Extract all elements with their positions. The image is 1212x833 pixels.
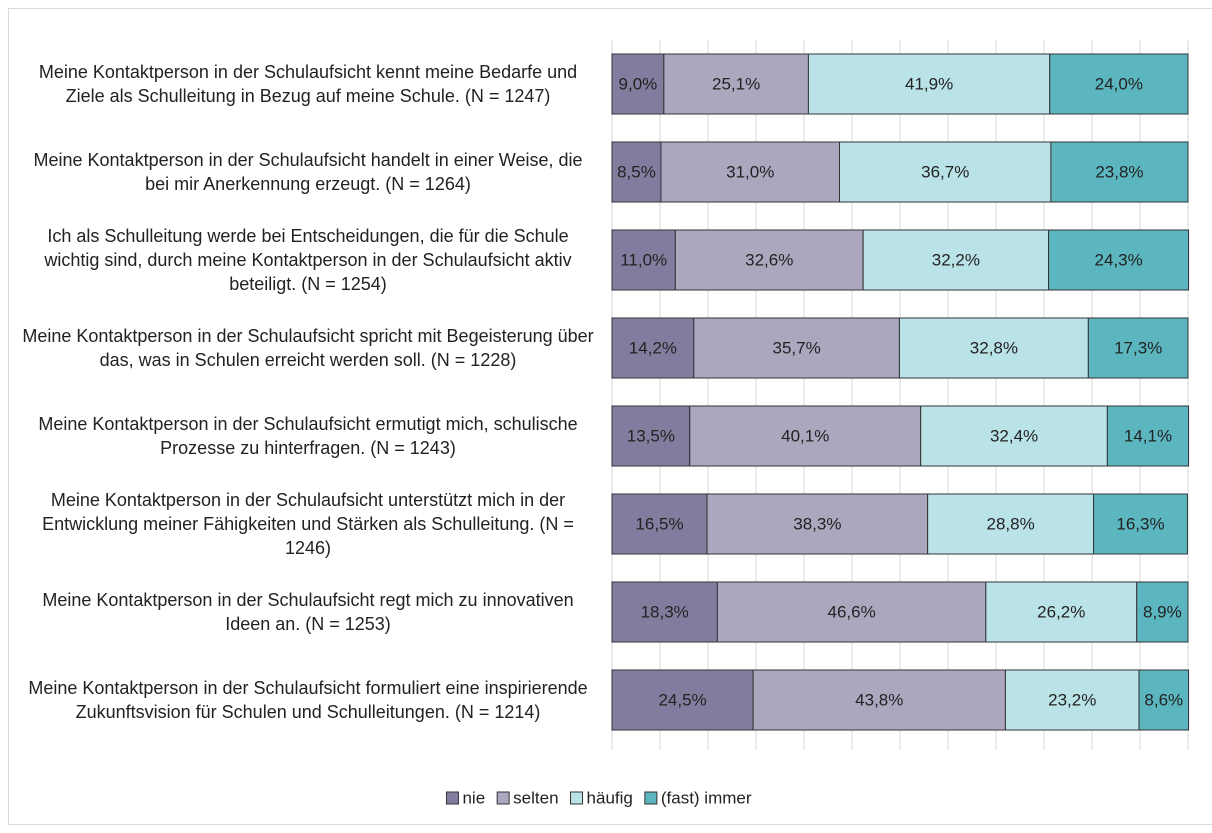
legend-label: selten (513, 788, 558, 807)
data-label: 25,1% (712, 74, 760, 93)
data-label: 23,8% (1095, 162, 1143, 181)
data-label: 32,8% (970, 338, 1018, 357)
legend-swatch (496, 791, 510, 805)
bar-segment (1004, 669, 1140, 731)
bar-segment (839, 141, 1052, 203)
data-label: 43,8% (855, 690, 903, 709)
bar-segment (716, 581, 987, 643)
bar-segment (752, 669, 1006, 731)
bar-segment (611, 53, 665, 115)
bar-segment (611, 229, 676, 291)
y-tick-label: Meine Kontaktperson in der Schulaufsicht… (42, 590, 574, 634)
bar-segment (862, 229, 1050, 291)
bar-segment (611, 141, 662, 203)
y-tick-label: Meine Kontaktperson in der Schulaufsicht… (42, 490, 574, 558)
data-label: 14,2% (629, 338, 677, 357)
legend-label: nie (462, 788, 485, 807)
data-label: 41,9% (905, 74, 953, 93)
bar-segment (920, 405, 1108, 467)
data-label: 35,7% (773, 338, 821, 357)
legend-swatch (445, 791, 459, 805)
y-tick-label: Ich als Schulleitung werde bei Entscheid… (44, 226, 572, 294)
y-tick-label: Meine Kontaktperson in der Schulaufsicht… (28, 678, 588, 722)
y-tick-label: Meine Kontaktperson in der Schulaufsicht… (33, 150, 583, 194)
legend-label: häufig (587, 788, 633, 807)
data-label: 8,9% (1143, 602, 1182, 621)
bar-segment (1138, 669, 1190, 731)
legend-label: (fast) immer (661, 788, 752, 807)
bar-segment (1048, 229, 1190, 291)
data-label: 23,2% (1048, 690, 1096, 709)
data-label: 38,3% (793, 514, 841, 533)
data-label: 16,5% (635, 514, 683, 533)
chart-frame (8, 8, 1212, 825)
bar-segment (898, 317, 1089, 379)
bar-segment (1106, 405, 1190, 467)
bar-segment (706, 493, 929, 555)
data-label: 9,0% (619, 74, 658, 93)
data-label: 26,2% (1037, 602, 1085, 621)
bar-segment (985, 581, 1138, 643)
bar-segment (1049, 53, 1189, 115)
data-label: 24,3% (1094, 250, 1142, 269)
bar-segment (611, 581, 718, 643)
data-label: 24,5% (658, 690, 706, 709)
bar-segment (689, 405, 922, 467)
bar-segment (1093, 493, 1188, 555)
y-tick-label: Meine Kontaktperson in der Schulaufsicht… (22, 326, 594, 370)
data-label: 14,1% (1124, 426, 1172, 445)
data-label: 32,4% (990, 426, 1038, 445)
data-label: 24,0% (1095, 74, 1143, 93)
legend-swatch (570, 791, 584, 805)
y-tick-label: Meine Kontaktperson in der Schulaufsicht… (38, 414, 578, 458)
data-label: 8,6% (1144, 690, 1183, 709)
bar-segment (674, 229, 864, 291)
data-label: 11,0% (620, 250, 667, 269)
legend-swatch (644, 791, 658, 805)
data-label: 40,1% (781, 426, 829, 445)
data-label: 32,6% (745, 250, 793, 269)
data-label: 18,3% (641, 602, 689, 621)
bar-segment (611, 317, 695, 379)
bar-segment (1050, 141, 1189, 203)
bar-segment (611, 405, 691, 467)
bar-segment (1136, 581, 1189, 643)
bar-segment (1087, 317, 1189, 379)
data-label: 32,2% (932, 250, 980, 269)
data-label: 28,8% (986, 514, 1034, 533)
data-label: 16,3% (1116, 514, 1164, 533)
data-label: 31,0% (726, 162, 774, 181)
y-tick-label: Meine Kontaktperson in der Schulaufsicht… (38, 62, 578, 106)
data-label: 8,5% (617, 162, 656, 181)
data-label: 13,5% (627, 426, 675, 445)
data-label: 17,3% (1114, 338, 1162, 357)
data-label: 46,6% (828, 602, 876, 621)
data-label: 36,7% (921, 162, 969, 181)
bar-segment (660, 141, 841, 203)
bar-segment (693, 317, 900, 379)
bar-segment (927, 493, 1095, 555)
